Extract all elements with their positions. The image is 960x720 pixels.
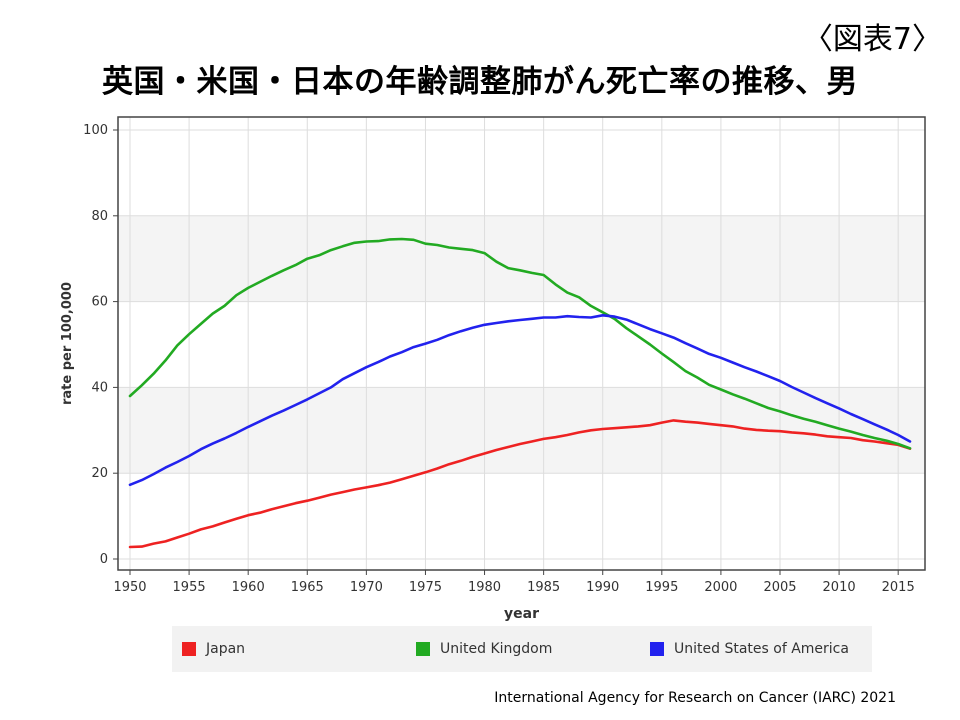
- series-line-united-kingdom: [128, 237, 912, 450]
- source-credit: International Agency for Research on Can…: [494, 690, 896, 706]
- legend-swatch-united-kingdom: [416, 642, 430, 656]
- x-tick-label: 2015: [882, 580, 915, 595]
- x-tick-label: 2005: [763, 580, 796, 595]
- figure-label: 〈図表7〉: [802, 22, 942, 57]
- legend-label-united-kingdom: United Kingdom: [440, 641, 553, 657]
- x-tick-label: 2000: [704, 580, 737, 595]
- x-axis-label: year: [504, 606, 539, 622]
- plot-band: [118, 215, 925, 302]
- legend-item-japan: Japan: [182, 641, 245, 657]
- series-line-japan: [128, 419, 912, 549]
- x-tick-label: 1975: [409, 580, 442, 595]
- y-tick-label: 20: [91, 466, 108, 481]
- legend-item-united-states: United States of America: [650, 641, 849, 657]
- y-tick-label: 60: [91, 295, 108, 310]
- plot-border: [117, 116, 926, 571]
- x-tick-label: 1995: [645, 580, 678, 595]
- y-tick-label: 0: [100, 552, 108, 567]
- chart-legend: Japan United Kingdom United States of Am…: [172, 626, 872, 672]
- chart-title: 英国・米国・日本の年齢調整肺がん死亡率の推移、男: [102, 64, 858, 100]
- y-tick-label: 40: [91, 380, 108, 395]
- x-tick-label: 1980: [468, 580, 501, 595]
- y-tick-label: 80: [91, 209, 108, 224]
- y-tick-label: 100: [83, 123, 108, 138]
- plot-band-top: [118, 117, 925, 130]
- y-axis-label: rate per 100,000: [60, 282, 75, 405]
- legend-swatch-united-states: [650, 642, 664, 656]
- plot-area: [118, 117, 925, 570]
- x-tick-label: 1950: [113, 580, 146, 595]
- x-tick-label: 1985: [527, 580, 560, 595]
- legend-label-united-states: United States of America: [674, 641, 849, 657]
- x-tick-label: 2010: [823, 580, 856, 595]
- x-tick-label: 1990: [586, 580, 619, 595]
- legend-label-japan: Japan: [206, 641, 246, 657]
- x-tick-label: 1965: [291, 580, 324, 595]
- x-tick-label: 1955: [173, 580, 206, 595]
- plot-band: [118, 387, 925, 474]
- legend-swatch-japan: [182, 642, 196, 656]
- legend-item-united-kingdom: United Kingdom: [416, 641, 552, 657]
- x-tick-label: 1970: [350, 580, 383, 595]
- x-tick-label: 1960: [232, 580, 265, 595]
- series-line-united-states: [128, 313, 912, 487]
